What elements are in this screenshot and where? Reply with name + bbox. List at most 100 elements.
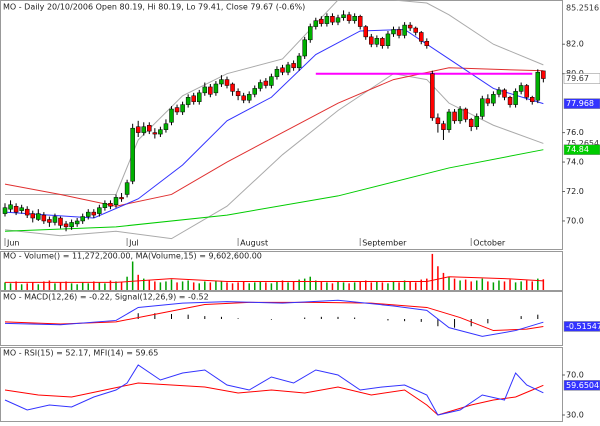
x-tick-label: Jun: [6, 239, 20, 248]
candle-body: [352, 16, 357, 21]
volume-bar: [226, 282, 228, 290]
volume-bar: [342, 282, 345, 290]
volume-bar: [448, 276, 450, 290]
volume-bar: [15, 281, 17, 290]
volume-bar: [115, 281, 117, 290]
panel-title: MO - MACD(12,26) = -0.22, Signal(12,26,9…: [3, 293, 209, 302]
volume-bar: [215, 280, 217, 290]
volume-bar: [420, 279, 422, 290]
candle-body: [474, 116, 479, 127]
candle-body: [530, 97, 535, 102]
candle-body: [269, 76, 274, 86]
volume-bar: [309, 276, 311, 290]
candle-body: [24, 208, 30, 216]
value-label: -0.51547: [566, 322, 600, 331]
candle-body: [518, 85, 524, 92]
candle-body: [413, 27, 418, 33]
candle-body: [197, 92, 202, 102]
candle-body: [91, 211, 97, 216]
volume-bar: [237, 282, 239, 290]
candle-body: [468, 119, 474, 127]
candle-body: [396, 29, 402, 36]
volume-bar: [192, 282, 195, 290]
volume-bar: [198, 283, 200, 290]
candle-body: [274, 69, 280, 77]
candle-body: [374, 38, 380, 45]
volume-bar: [437, 266, 439, 290]
value-label: 85.2516: [566, 4, 599, 13]
candle-body: [407, 24, 413, 29]
volume-bar: [20, 284, 23, 290]
candle-body: [430, 73, 435, 119]
volume-bar: [87, 283, 89, 290]
candle-body: [130, 127, 135, 182]
volume-bar: [525, 280, 528, 290]
candle-body: [446, 111, 452, 130]
volume-bar: [104, 283, 106, 290]
volume-bar: [126, 276, 128, 290]
volume-bar: [487, 281, 489, 290]
candle-body: [63, 223, 69, 228]
candle-body: [513, 91, 518, 105]
candle-body: [457, 108, 463, 122]
price-panel-frame: [0, 0, 563, 250]
panel-title: MO - Volume() = 11,272,200.00, MA(Volume…: [3, 252, 262, 261]
y-tick-label: 82.0: [566, 40, 584, 49]
candle-body: [135, 126, 141, 133]
y-tick-label: 70.0: [566, 371, 584, 380]
volume-bar: [453, 278, 456, 290]
candle-body: [535, 71, 541, 101]
volume-bar: [303, 278, 306, 290]
candle-body: [491, 94, 496, 104]
volume-bar: [498, 280, 500, 290]
volume-bar: [503, 281, 506, 290]
volume-bar: [281, 280, 284, 290]
volume-bar: [353, 282, 356, 290]
candle-body: [102, 203, 108, 208]
value-box: [563, 321, 600, 332]
candle-body: [241, 95, 246, 101]
volume-bar: [481, 278, 484, 290]
volume-bar: [137, 274, 139, 290]
candle-body: [507, 97, 513, 105]
indicator-line: [4, 301, 544, 332]
candle-body: [58, 217, 63, 226]
candle-body: [341, 14, 346, 18]
volume-bar: [542, 279, 545, 290]
volume-bar: [231, 283, 234, 290]
candle-body: [296, 55, 302, 69]
candle-body: [230, 83, 235, 92]
volume-bar: [26, 283, 28, 290]
volume-bar: [392, 281, 395, 290]
volume-bar: [109, 280, 112, 290]
panel-title: MO - RSI(15) = 52.17, MFI(14) = 59.65: [3, 349, 158, 358]
volume-bar: [426, 278, 428, 290]
volume-bar: [265, 282, 267, 290]
candle-body: [119, 197, 124, 200]
volume-bar: [204, 281, 206, 290]
candle-body: [113, 197, 119, 206]
y-tick-label: 70.0: [566, 216, 584, 225]
volume-average: [5, 276, 544, 283]
volume-bar: [537, 278, 539, 290]
volume-bar: [154, 281, 156, 290]
candle-body: [252, 88, 257, 95]
volume-bar: [176, 282, 178, 290]
value-box: [563, 144, 600, 155]
candle-body: [2, 207, 8, 214]
volume-bar: [4, 282, 6, 290]
candle-body: [97, 207, 102, 214]
volume-bar: [298, 279, 300, 290]
value-box: [563, 98, 600, 109]
indicator-line: [4, 364, 544, 416]
candle-body: [380, 38, 385, 46]
volume-bar: [54, 283, 56, 290]
value-label: 74.84: [566, 145, 589, 154]
volume-bar: [259, 281, 262, 290]
candle-body: [180, 104, 185, 113]
candle-body: [402, 24, 407, 36]
candle-body: [185, 97, 191, 105]
volume-bar: [9, 283, 12, 290]
candle-body: [246, 94, 252, 101]
